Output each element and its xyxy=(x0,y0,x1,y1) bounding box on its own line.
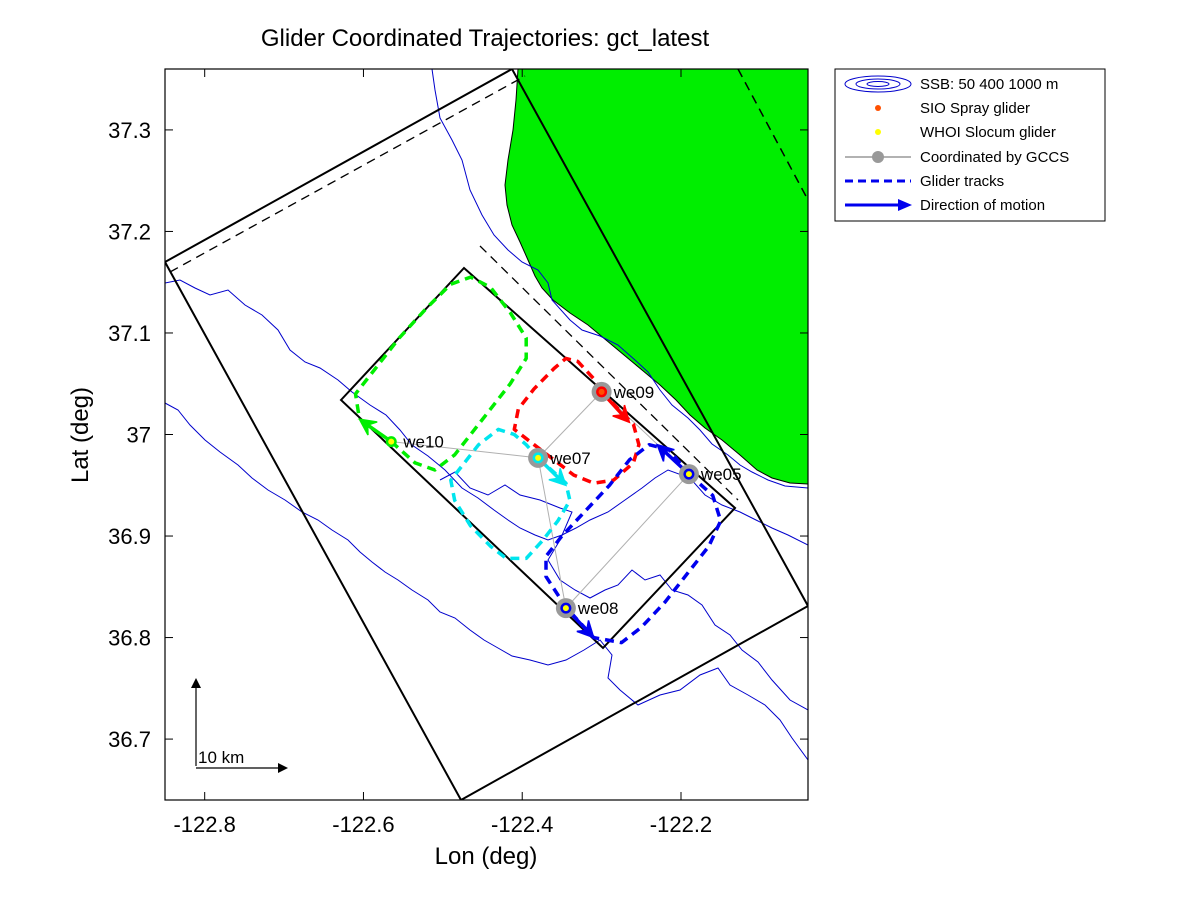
y-tick-label: 37 xyxy=(127,423,151,448)
legend-label-sio: SIO Spray glider xyxy=(920,100,1030,117)
glider-label: we07 xyxy=(549,449,591,468)
legend-label-tracks: Glider tracks xyxy=(920,173,1004,190)
x-tick-label: -122.2 xyxy=(650,812,712,837)
scale-bar-label: 10 km xyxy=(198,748,244,767)
y-tick-label: 37.1 xyxy=(108,321,151,346)
legend: SSB: 50 400 1000 m SIO Spray glider WHOI… xyxy=(834,68,1106,222)
y-tick-label: 36.7 xyxy=(108,727,151,752)
legend-label-whoi: WHOI Slocum glider xyxy=(920,124,1056,141)
glider-type-dot xyxy=(535,454,542,461)
coordination-link xyxy=(537,391,602,459)
legend-label-ssb: SSB: 50 400 1000 m xyxy=(920,76,1058,93)
glider-type-dot xyxy=(685,471,692,478)
glider-we08: we08 xyxy=(555,598,619,619)
dashed-boundary-right xyxy=(737,69,808,201)
x-axis: -122.8 -122.6 -122.4 -122.2 xyxy=(173,69,712,837)
land-mass xyxy=(504,69,808,485)
glider-label: we09 xyxy=(613,383,655,402)
y-axis: 36.7 36.8 36.9 37 37.1 37.2 37.3 xyxy=(108,118,808,752)
glider-type-dot xyxy=(562,605,569,612)
y-axis-label: Lat (deg) xyxy=(67,387,94,483)
y-tick-label: 37.3 xyxy=(108,118,151,143)
glider-label: we10 xyxy=(402,433,444,452)
coordination-links xyxy=(391,391,690,609)
x-tick-label: -122.4 xyxy=(491,812,553,837)
legend-entry-direction: Direction of motion xyxy=(845,197,1045,214)
arrowhead-we08 xyxy=(576,620,595,639)
x-tick-label: -122.8 xyxy=(173,812,235,837)
dashed-boundary-top xyxy=(169,75,526,273)
legend-entry-sio: SIO Spray glider xyxy=(875,100,1030,117)
dashed-boundary-inner xyxy=(479,245,739,501)
chart-title: Glider Coordinated Trajectories: gct_lat… xyxy=(261,25,710,52)
y-tick-label: 36.9 xyxy=(108,524,151,549)
glider-we07: we07 xyxy=(528,447,591,468)
arrowhead-we10 xyxy=(358,418,378,436)
arrowhead-we05 xyxy=(655,443,675,462)
legend-box xyxy=(834,68,1106,222)
y-tick-label: 37.2 xyxy=(108,219,151,244)
x-axis-label: Lon (deg) xyxy=(435,843,538,870)
legend-label-direction: Direction of motion xyxy=(920,197,1045,214)
glider-type-dot xyxy=(388,438,395,445)
scale-bar: 10 km xyxy=(191,678,288,773)
glider-label: we08 xyxy=(577,599,619,618)
glider-we10: we10 xyxy=(385,433,444,452)
coordination-link xyxy=(391,441,539,459)
legend-entry-tracks: Glider tracks xyxy=(845,173,1004,190)
track-we07 xyxy=(449,427,572,561)
legend-entry-ssb: SSB: 50 400 1000 m xyxy=(844,75,1058,93)
y-tick-label: 36.8 xyxy=(108,626,151,651)
bathymetry-contour-50m xyxy=(431,69,808,489)
bathymetry-contour-inner xyxy=(439,471,808,711)
arrowhead-we07 xyxy=(548,468,568,487)
track-we10 xyxy=(353,275,528,472)
x-tick-label: -122.6 xyxy=(332,812,394,837)
coordination-link xyxy=(565,473,690,609)
glider-label: we05 xyxy=(700,465,742,484)
glider-we05: we05 xyxy=(678,464,742,485)
legend-label-gccs: Coordinated by GCCS xyxy=(920,149,1069,166)
glider-type-dot xyxy=(598,388,605,395)
glider-markers: we09 we07 we10 we05 we08 xyxy=(385,381,742,619)
track-we09 xyxy=(512,356,641,485)
glider-we09: we09 xyxy=(591,381,655,402)
legend-entry-gccs: Coordinated by GCCS xyxy=(845,149,1069,166)
coordination-link xyxy=(537,457,567,609)
legend-entry-whoi: WHOI Slocum glider xyxy=(875,124,1056,141)
plot-area: we09 we07 we10 we05 we08 10 km xyxy=(165,69,808,800)
bathymetry-contour-1000m xyxy=(165,402,808,761)
outer-domain xyxy=(165,69,808,800)
arrowhead-we09 xyxy=(612,404,631,424)
